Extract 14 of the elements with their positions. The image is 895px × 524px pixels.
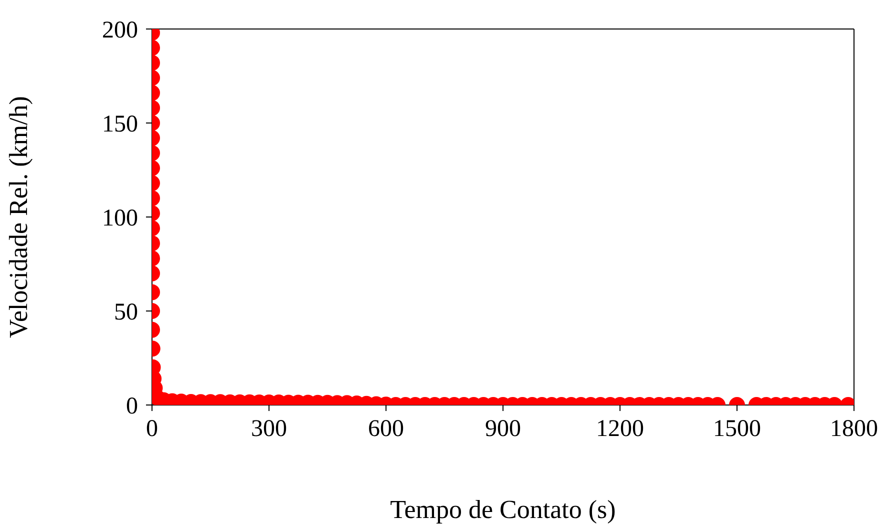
y-tick-label: 150 [102,112,138,138]
x-tick-label: 900 [485,416,521,442]
y-axis-title: Velocidade Rel. (km/h) [4,96,34,338]
x-axis-title: Tempo de Contato (s) [390,495,616,524]
y-tick-label: 100 [102,206,138,232]
x-tick-label: 1500 [713,416,761,442]
x-tick-label: 1200 [596,416,644,442]
x-tick-label: 0 [146,416,158,442]
y-tick-label: 50 [114,300,138,326]
x-tick-label: 600 [368,416,404,442]
x-tick-label: 1800 [830,416,878,442]
y-tick-label: 0 [126,394,138,420]
x-tick-label: 300 [251,416,287,442]
y-tick-label: 200 [102,18,138,44]
